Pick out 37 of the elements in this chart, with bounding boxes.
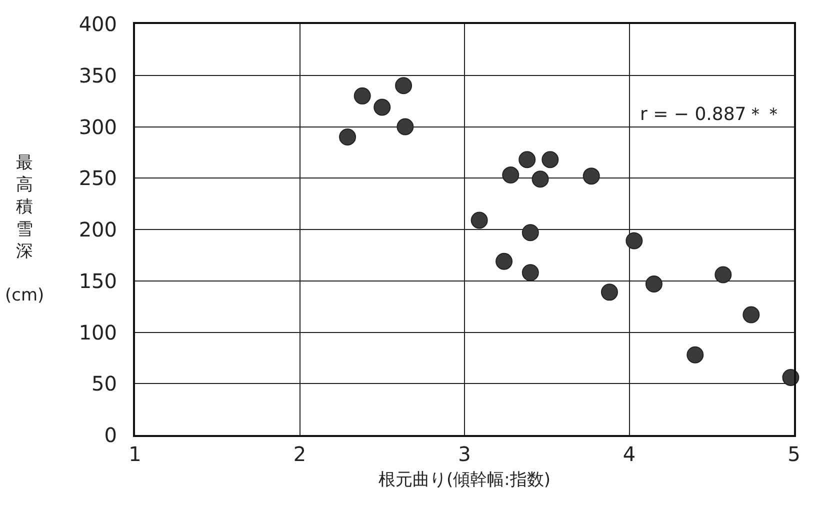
- point: [542, 151, 559, 168]
- y-tick-label: 300: [78, 114, 117, 139]
- point: [496, 252, 513, 270]
- x-tick-label: 4: [622, 442, 636, 466]
- y-tick-label: 350: [78, 63, 117, 88]
- y-tick-label: 50: [92, 372, 117, 396]
- point: [396, 118, 414, 136]
- point: [518, 151, 536, 168]
- y-tick-label: 400: [78, 12, 117, 36]
- annotation: r = − 0.887＊＊: [640, 104, 782, 125]
- point: [522, 224, 539, 242]
- y-tick-label: 150: [78, 268, 117, 293]
- point: [354, 87, 371, 104]
- point: [339, 128, 356, 146]
- y-tick-label: 0: [104, 423, 117, 447]
- point: [600, 284, 618, 301]
- point: [522, 264, 539, 282]
- point: [395, 77, 412, 94]
- x-tick-label: 2: [293, 442, 306, 466]
- y-tick-label: 250: [78, 166, 117, 190]
- point: [645, 275, 662, 292]
- point: [686, 346, 704, 364]
- text: 最高積雪深 (cm): [5, 153, 44, 306]
- point: [714, 266, 732, 284]
- point: [532, 170, 549, 188]
- y-tick-label: 200: [78, 218, 117, 242]
- y-tick-label: 100: [78, 320, 117, 344]
- point: [582, 168, 600, 185]
- point: [742, 306, 760, 324]
- point: [374, 98, 391, 116]
- point: [626, 232, 643, 250]
- x-tick-label: 5: [788, 442, 800, 466]
- point: [502, 166, 520, 184]
- x-tick-label: 1: [128, 442, 142, 466]
- point: [470, 212, 488, 229]
- x-axis-title: 根元曲り(傾幹幅:指数): [378, 470, 550, 490]
- x-tick-label: 3: [458, 442, 471, 466]
